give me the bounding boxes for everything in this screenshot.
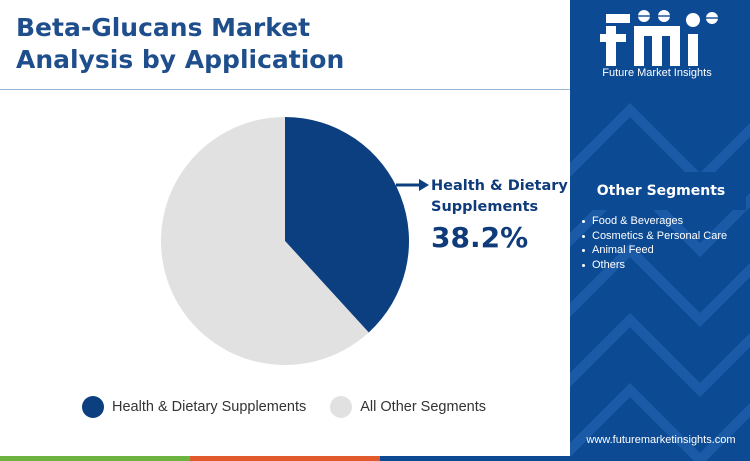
- side-panel: [570, 0, 750, 461]
- other-segments-list: Food & Beverages Cosmetics & Personal Ca…: [580, 214, 748, 273]
- callout-value: 38.2%: [431, 221, 529, 254]
- page-title: Beta-Glucans Market Analysis by Applicat…: [16, 12, 556, 76]
- bottom-bar-blue: [380, 456, 570, 461]
- other-segments-title: Other Segments: [596, 183, 726, 199]
- pie-slice-health-supplements: [285, 117, 409, 333]
- pie-slice-other-segments: [160, 117, 369, 366]
- bottom-color-bar: [0, 456, 570, 461]
- website-url: www.futuremarketinsights.com: [586, 434, 736, 446]
- title-line-2: Analysis by Application: [16, 45, 345, 74]
- logo-subtitle: Future Market Insights: [602, 67, 712, 79]
- chart-legend: Health & Dietary Supplements All Other S…: [82, 395, 510, 419]
- title-line-1: Beta-Glucans Market: [16, 13, 311, 42]
- fmi-logo: [600, 10, 718, 66]
- slice-callout: Health & Dietary Supplements 38.2%: [431, 176, 571, 256]
- legend-item-health: Health & Dietary Supplements: [82, 396, 306, 418]
- legend-swatch-health: [82, 396, 104, 418]
- legend-label-health: Health & Dietary Supplements: [112, 399, 307, 415]
- bottom-bar-green: [0, 456, 190, 461]
- callout-label-line-1: Health & Dietary: [431, 178, 568, 194]
- panel-decoration: [570, 102, 750, 461]
- legend-item-other: All Other Segments: [330, 396, 486, 418]
- legend-swatch-other: [330, 396, 353, 418]
- other-segments-header: Other Segments: [576, 172, 746, 210]
- callout-label-line-2: Supplements: [431, 199, 539, 215]
- legend-label-other: All Other Segments: [360, 399, 486, 415]
- segment-item: Cosmetics & Personal Care: [580, 229, 748, 244]
- callout-arrow: [396, 179, 429, 191]
- segment-item: Food & Beverages: [580, 214, 748, 229]
- segment-item: Others: [580, 258, 748, 273]
- title-divider: [0, 89, 570, 90]
- pie-chart: [160, 117, 429, 366]
- bottom-bar-orange: [190, 456, 380, 461]
- segment-item: Animal Feed: [580, 243, 748, 258]
